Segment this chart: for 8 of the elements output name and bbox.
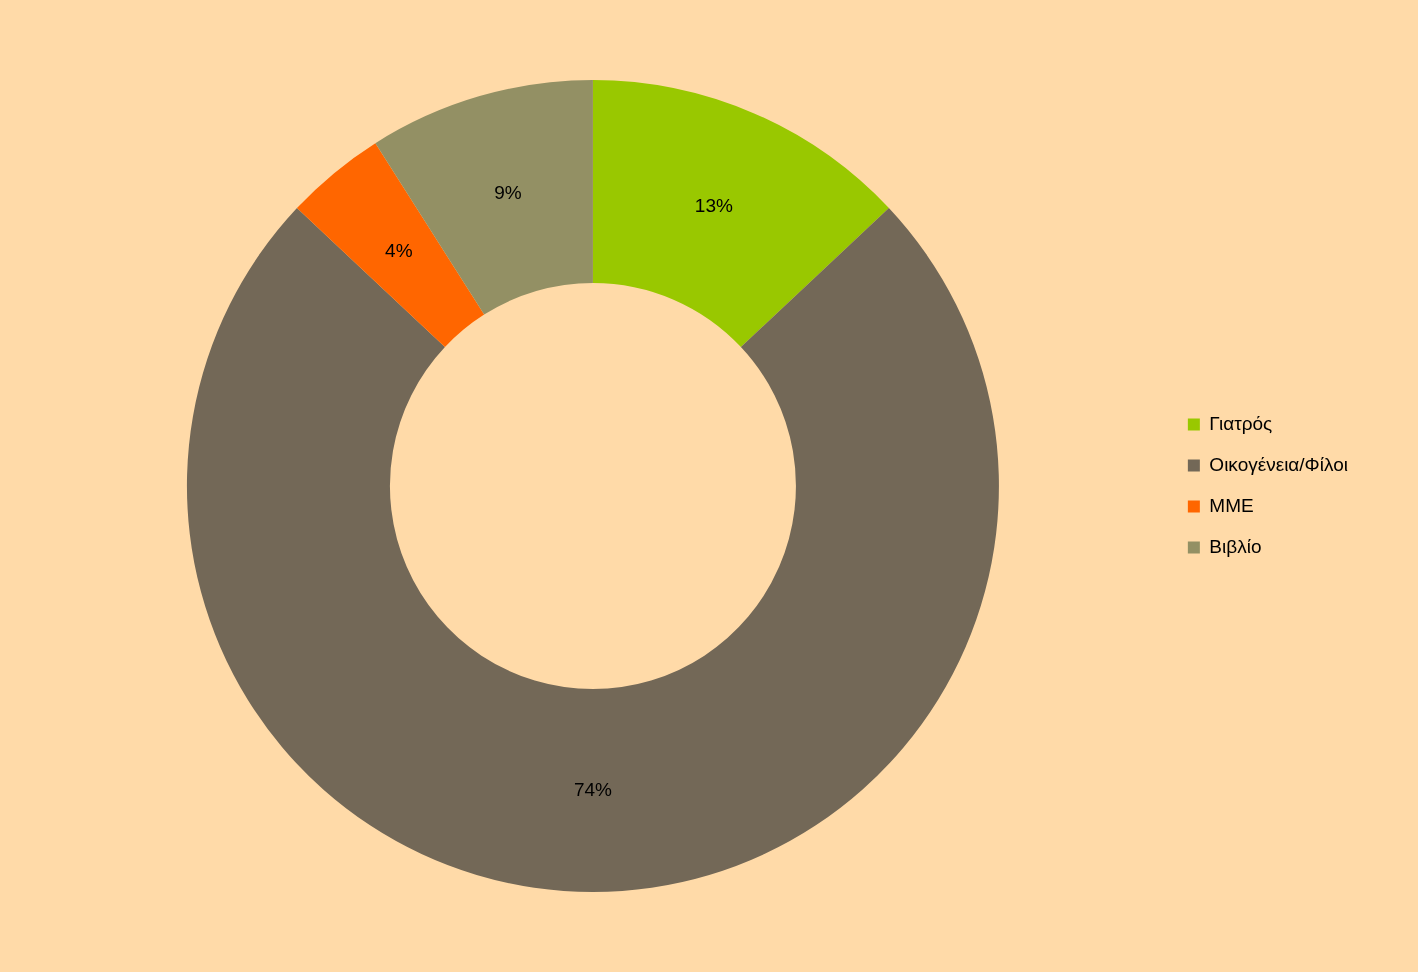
legend-label: Γιατρός — [1209, 412, 1273, 434]
data-label: 9% — [494, 181, 522, 203]
data-label: 13% — [694, 194, 733, 216]
data-label: 4% — [385, 239, 413, 261]
legend-label: Οικογένεια/Φίλοι — [1209, 453, 1348, 475]
legend-label: ΜΜΕ — [1209, 494, 1254, 516]
data-label: 74% — [573, 778, 613, 800]
legend-label: Βιβλίο — [1209, 535, 1262, 557]
